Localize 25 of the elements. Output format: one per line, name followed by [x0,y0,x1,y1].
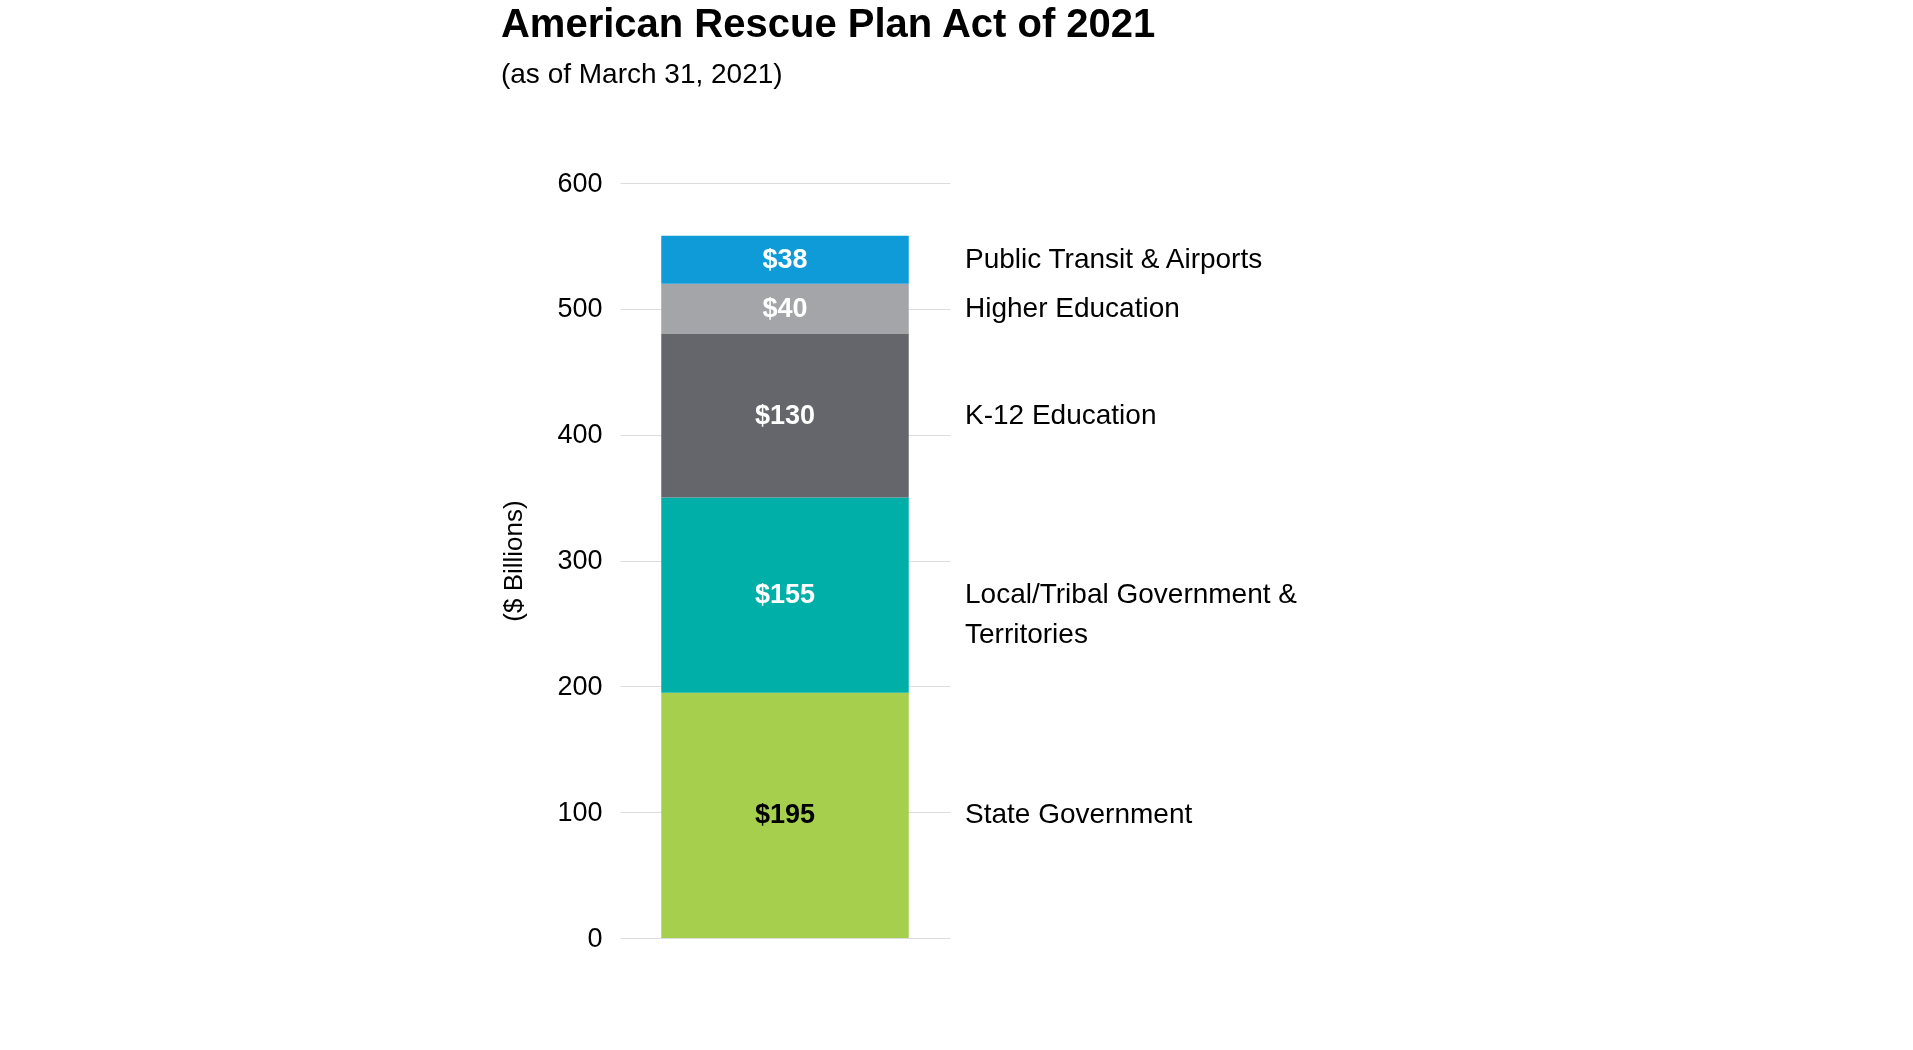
data-label: $195 [754,799,816,830]
bar [661,283,909,334]
text: K-12 Education [965,398,1157,430]
text: Public Transit & Airports [965,242,1263,274]
chart-subtitle: (as of March 31, 2021) [500,58,783,89]
text: Higher Education [965,291,1180,323]
y-tick-label: 500 [557,293,603,324]
bar [661,334,909,498]
data-label: $38 [762,243,808,274]
y-tick-label: 300 [557,545,603,575]
y-tick-label: 0 [587,922,603,953]
y-tick-label: 100 [557,796,603,827]
bar [661,497,909,693]
chart-title: American Rescue Plan Act of 2021 [500,1,1156,45]
bar [661,235,909,284]
data-label: $40 [762,292,808,323]
text: Local/Tribal Government & Territories [965,578,1298,650]
text: State Government [965,798,1193,830]
data-label: $130 [754,399,816,430]
bar [661,692,909,938]
y-tick-label: 400 [557,419,603,450]
data-label: $155 [754,579,816,610]
y-axis-title: ($ Billions) [498,500,529,622]
y-tick-label: 200 [557,670,603,701]
y-tick-label: 600 [557,167,603,198]
